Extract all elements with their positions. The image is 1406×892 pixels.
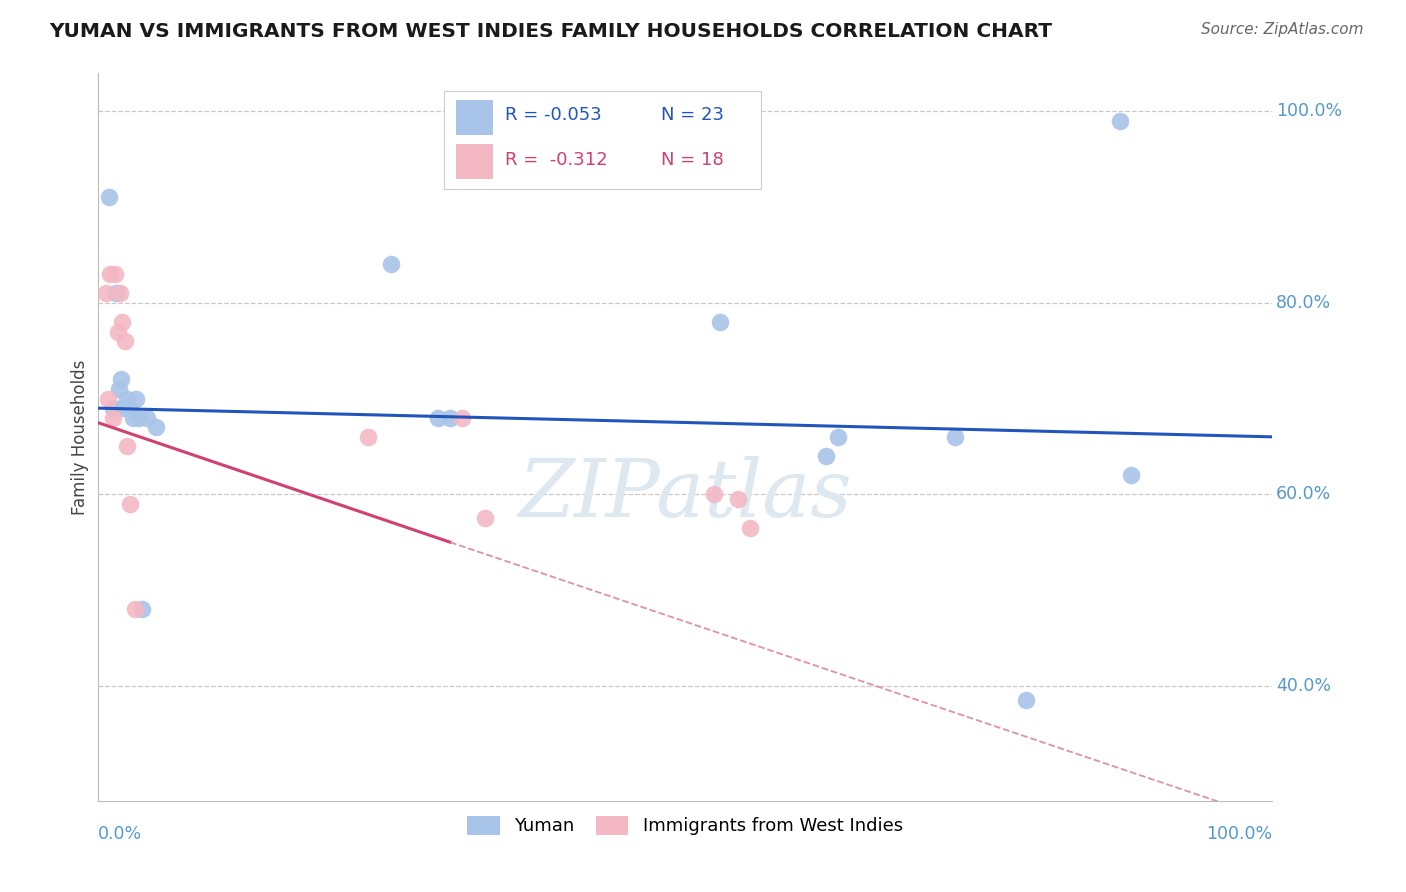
Point bbox=[97, 392, 120, 406]
Point bbox=[135, 410, 157, 425]
Legend: Yuman, Immigrants from West Indies: Yuman, Immigrants from West Indies bbox=[460, 809, 910, 843]
Point bbox=[114, 334, 136, 348]
Point bbox=[474, 511, 496, 525]
Point bbox=[101, 401, 124, 416]
Point bbox=[125, 392, 148, 406]
Point bbox=[115, 392, 138, 406]
Point bbox=[104, 267, 127, 281]
Point bbox=[943, 430, 966, 444]
Point bbox=[111, 315, 134, 329]
Point bbox=[121, 410, 143, 425]
Point bbox=[1121, 468, 1143, 483]
Text: 60.0%: 60.0% bbox=[1275, 485, 1331, 503]
Point bbox=[100, 267, 122, 281]
FancyBboxPatch shape bbox=[456, 144, 494, 178]
Text: 100.0%: 100.0% bbox=[1206, 825, 1272, 843]
Point bbox=[128, 410, 150, 425]
Point bbox=[827, 430, 849, 444]
Point bbox=[105, 286, 128, 301]
Text: R =  -0.312: R = -0.312 bbox=[505, 152, 607, 169]
Text: YUMAN VS IMMIGRANTS FROM WEST INDIES FAMILY HOUSEHOLDS CORRELATION CHART: YUMAN VS IMMIGRANTS FROM WEST INDIES FAM… bbox=[49, 22, 1052, 41]
Text: R = -0.053: R = -0.053 bbox=[505, 106, 602, 124]
Text: 0.0%: 0.0% bbox=[97, 825, 142, 843]
Text: N = 23: N = 23 bbox=[661, 106, 724, 124]
Point bbox=[112, 401, 135, 416]
FancyBboxPatch shape bbox=[456, 100, 494, 135]
Point bbox=[107, 325, 129, 339]
Point bbox=[98, 190, 121, 204]
Point bbox=[145, 420, 167, 434]
Text: ZIPatlas: ZIPatlas bbox=[519, 457, 852, 533]
Point bbox=[703, 487, 725, 501]
Point bbox=[814, 449, 837, 463]
Point bbox=[120, 497, 142, 511]
Point bbox=[131, 602, 153, 616]
Point bbox=[427, 410, 450, 425]
Point bbox=[357, 430, 380, 444]
Point bbox=[94, 286, 117, 301]
Point bbox=[380, 258, 402, 272]
Point bbox=[124, 602, 146, 616]
Text: N = 18: N = 18 bbox=[661, 152, 724, 169]
Point bbox=[110, 372, 132, 386]
Text: 40.0%: 40.0% bbox=[1275, 677, 1331, 695]
Point bbox=[738, 521, 761, 535]
Point bbox=[1108, 113, 1130, 128]
Point bbox=[727, 492, 749, 507]
Point bbox=[108, 286, 131, 301]
Point bbox=[107, 382, 129, 396]
Text: 100.0%: 100.0% bbox=[1275, 103, 1343, 120]
Point bbox=[439, 410, 461, 425]
Y-axis label: Family Households: Family Households bbox=[72, 359, 89, 515]
Point bbox=[118, 401, 141, 416]
Point bbox=[101, 410, 124, 425]
Text: Source: ZipAtlas.com: Source: ZipAtlas.com bbox=[1201, 22, 1364, 37]
Point bbox=[1015, 693, 1038, 707]
Text: 80.0%: 80.0% bbox=[1275, 293, 1331, 312]
Point bbox=[115, 439, 138, 453]
FancyBboxPatch shape bbox=[444, 91, 761, 189]
Point bbox=[709, 315, 731, 329]
Point bbox=[450, 410, 472, 425]
